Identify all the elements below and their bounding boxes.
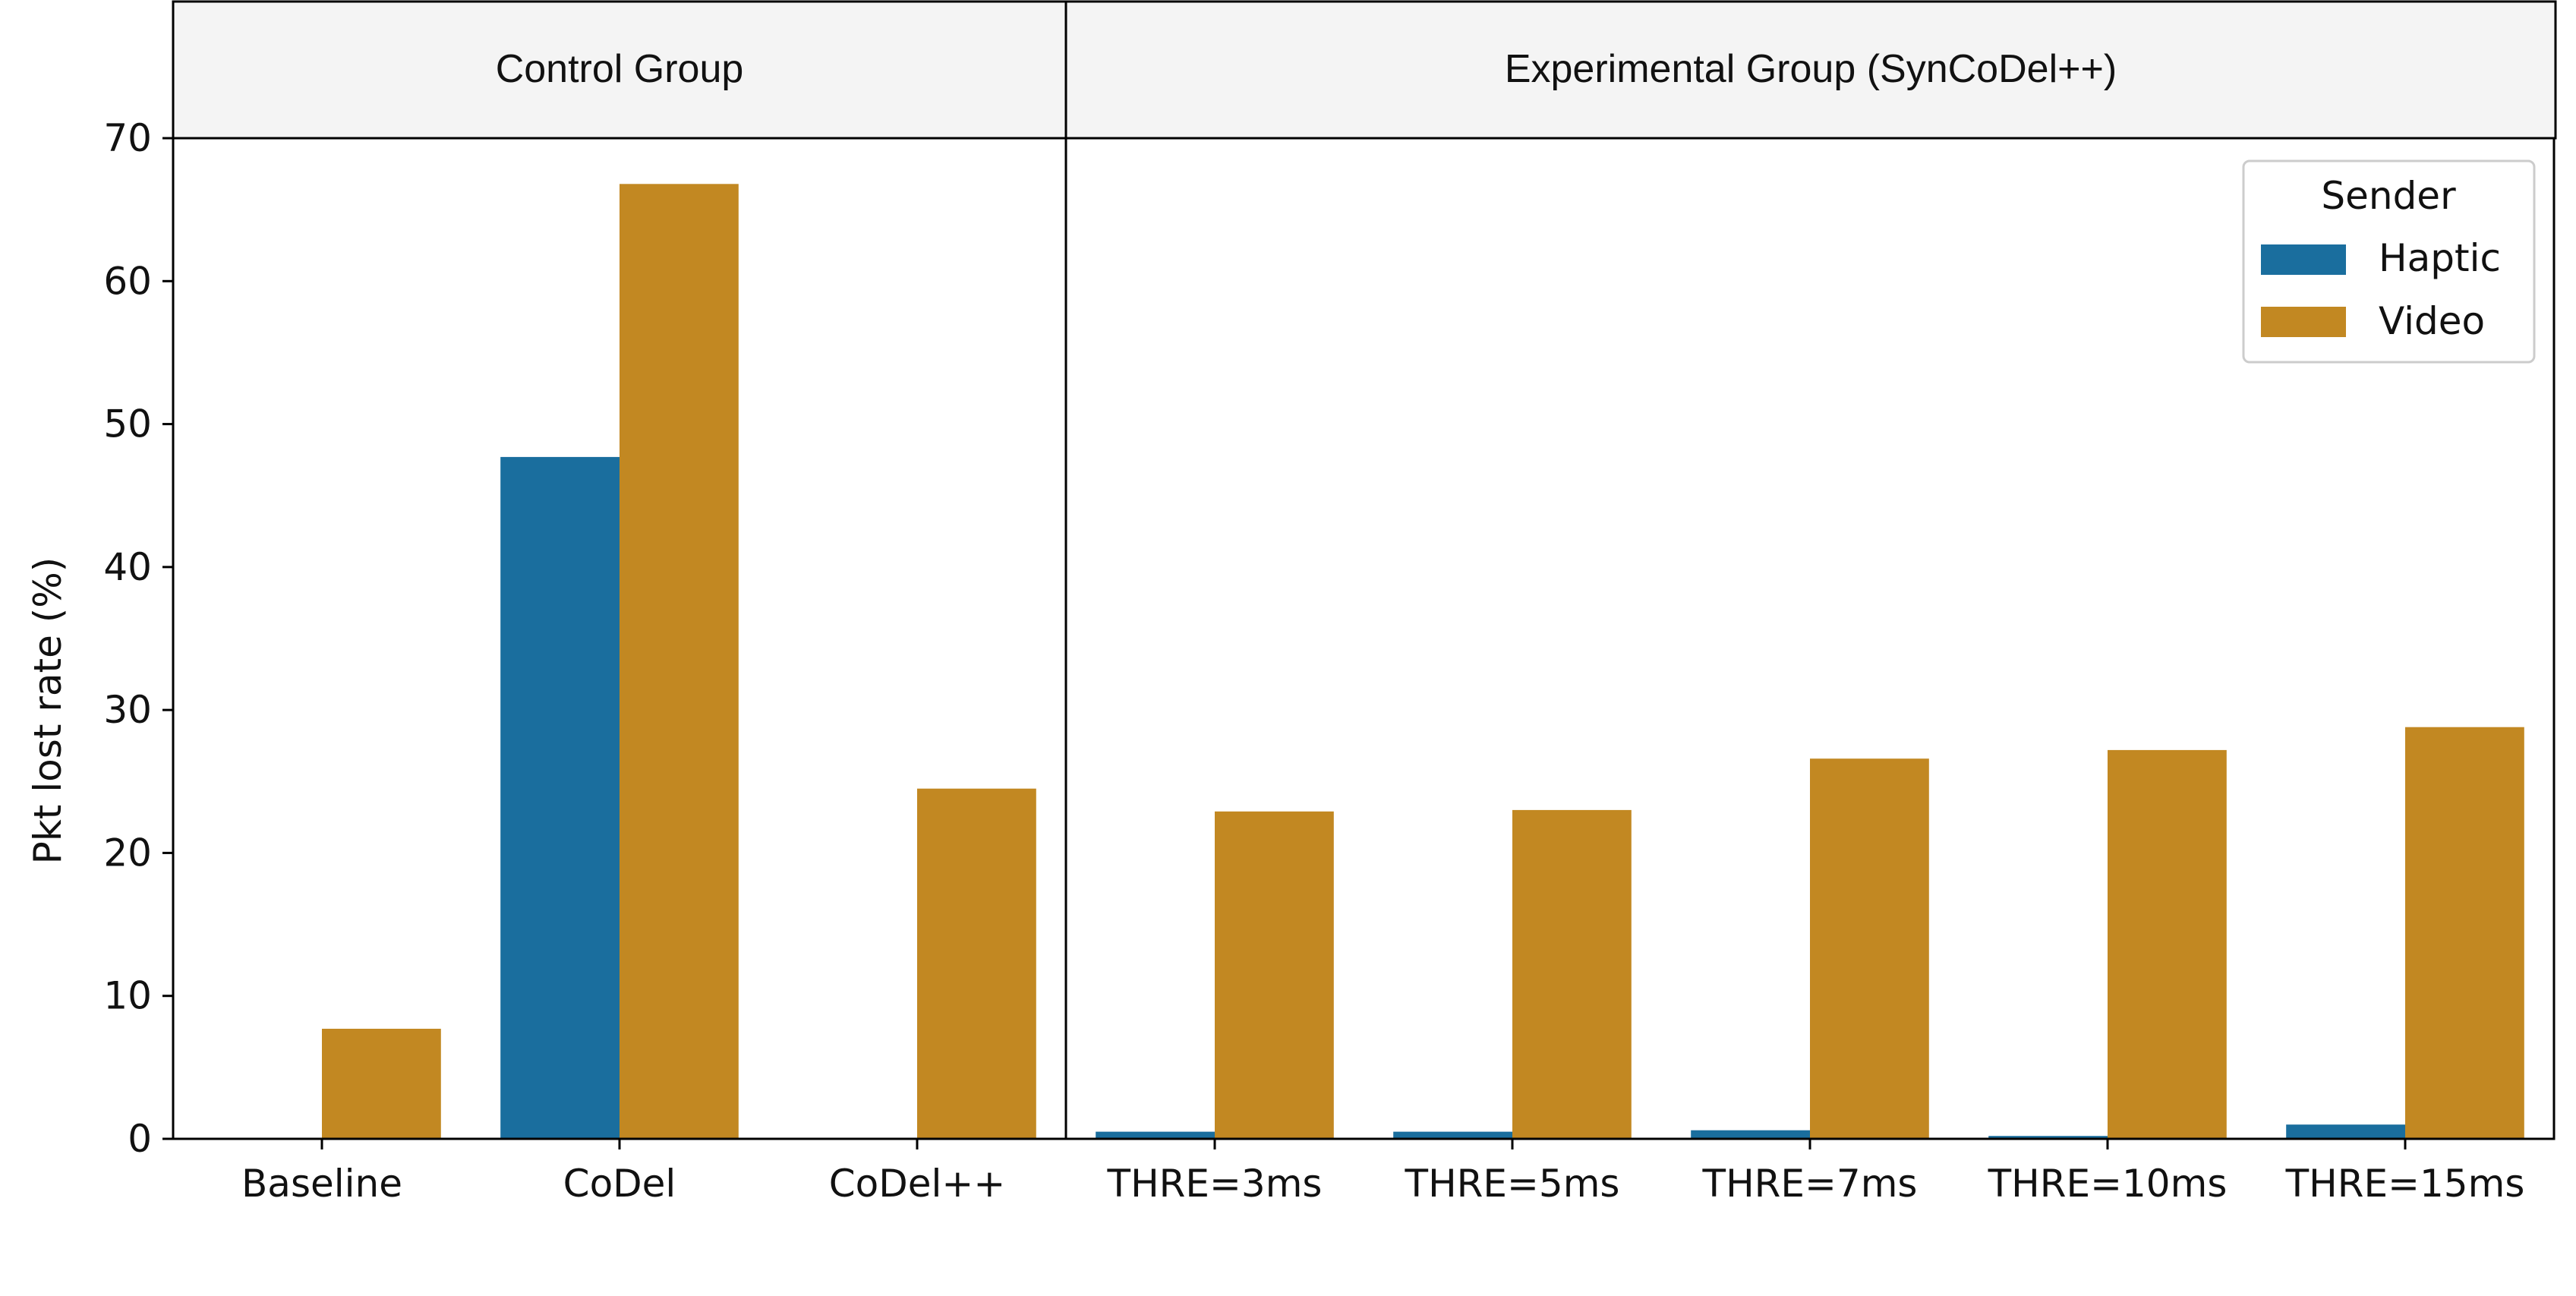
y-tick-label-50: 50 (103, 402, 152, 446)
panel-frame-2 (1064, 137, 2556, 1140)
bar-haptic-thre-7ms (1691, 1130, 1810, 1139)
bars-group (322, 184, 2524, 1139)
y-tick-label-10: 10 (103, 974, 152, 1018)
bar-video-baseline (322, 1029, 441, 1139)
legend-swatch-haptic (2261, 244, 2346, 275)
y-tick-label-20: 20 (103, 831, 152, 875)
y-tick-label-40: 40 (103, 545, 152, 589)
legend-label-haptic: Haptic (2379, 236, 2501, 280)
legend-swatch-video (2261, 307, 2346, 337)
y-axis-label: Pkt lost rate (%) (26, 557, 70, 865)
legend-label-video: Video (2379, 299, 2485, 343)
bar-haptic-thre-5ms (1393, 1131, 1512, 1139)
bar-video-thre-3ms (1215, 811, 1334, 1139)
strip-control-background (172, 0, 1067, 140)
bar-video-thre-7ms (1810, 758, 1929, 1139)
bar-video-thre-15ms (2405, 727, 2524, 1139)
panel-title-experimental: Experimental Group (SynCoDel++) (1505, 47, 2117, 91)
x-tick-label-codel: CoDel++ (829, 1162, 1005, 1206)
x-tick-label-thre-5ms: THRE=5ms (1405, 1162, 1620, 1206)
panel-title-control: Control Group (496, 47, 744, 91)
legend-title: Sender (2321, 174, 2456, 218)
bar-video-thre-5ms (1512, 809, 1632, 1139)
bar-haptic-thre-10ms (1988, 1136, 2108, 1139)
x-tick-label-baseline: Baseline (241, 1162, 402, 1206)
x-tick-label-thre-3ms: THRE=3ms (1107, 1162, 1323, 1206)
bar-video-codel (620, 184, 739, 1139)
x-tick-label-thre-7ms: THRE=7ms (1702, 1162, 1918, 1206)
bar-haptic-thre-3ms (1096, 1131, 1215, 1139)
bar-haptic-codel (500, 456, 620, 1139)
legend: Sender Haptic Video (2242, 159, 2536, 364)
bar-haptic-thre-15ms (2286, 1124, 2405, 1139)
y-tick-label-70: 70 (103, 116, 152, 160)
x-tick-label-thre-10ms: THRE=10ms (1988, 1162, 2228, 1206)
y-tick-label-60: 60 (103, 259, 152, 303)
bar-video-thre-10ms (2108, 749, 2227, 1139)
x-tick-label-thre-15ms: THRE=15ms (2285, 1162, 2525, 1206)
y-tick-label-30: 30 (103, 688, 152, 732)
bar-video-codel (917, 788, 1036, 1139)
x-tick-label-codel: CoDel (563, 1162, 676, 1206)
strip-experimental-background (1064, 0, 2557, 140)
axes-group: Baseline CoDel CoDel++ THRE=3ms THRE=5ms THRE… (103, 116, 2556, 1206)
y-tick-label-0: 0 (128, 1117, 152, 1161)
